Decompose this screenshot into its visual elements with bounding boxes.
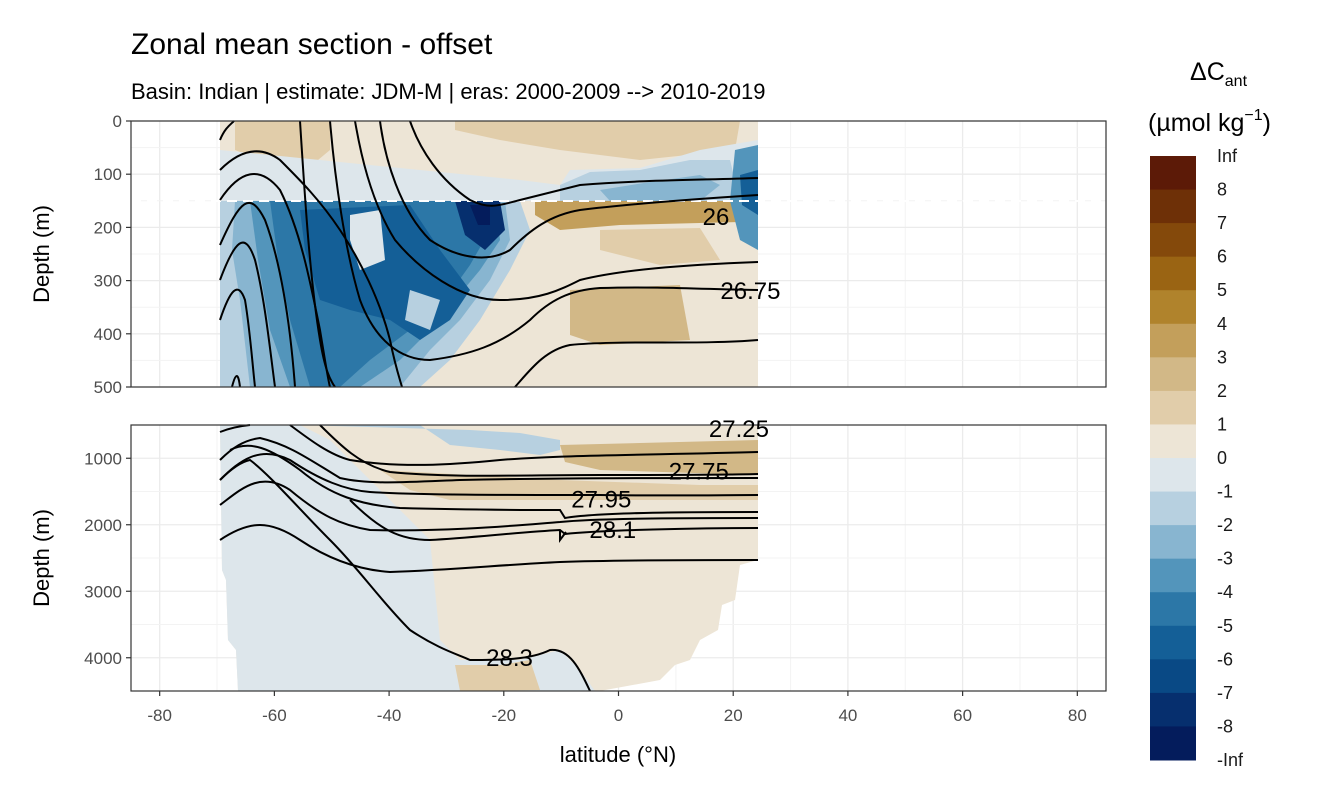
legend-swatch (1150, 659, 1196, 694)
legend-label: 5 (1217, 280, 1227, 300)
x-tick-label: 60 (953, 706, 972, 725)
legend-title: ΔCant (1190, 58, 1248, 90)
y-tick-label: 2000 (84, 516, 122, 535)
legend: ΔCant (µmol kg−1) Inf 8 7 6 5 4 3 2 1 0 -1 -2 -3 -4 -5… (1148, 58, 1271, 770)
legend-swatch (1150, 592, 1196, 627)
legend-label: -2 (1217, 515, 1233, 535)
legend-swatch (1150, 357, 1196, 392)
upper-isopycnals (219, 120, 759, 388)
legend-swatch (1150, 223, 1196, 258)
isopycnal-label: 26.75 (720, 278, 780, 305)
isopycnal-label: 27.95 (571, 486, 631, 513)
legend-swatch (1150, 189, 1196, 224)
legend-swatch (1150, 256, 1196, 291)
legend-label: -4 (1217, 582, 1233, 602)
x-tick-label: -20 (492, 706, 517, 725)
y-tick-label: 200 (94, 218, 122, 237)
legend-label: 6 (1217, 247, 1227, 267)
legend-swatch (1150, 156, 1196, 191)
isopycnal-label: 27.75 (669, 459, 729, 486)
y-axis-title-upper: Depth (m) (29, 205, 54, 303)
x-tick-label: -80 (147, 706, 172, 725)
legend-label: 7 (1217, 213, 1227, 233)
legend-label: 0 (1217, 448, 1227, 468)
lower-panel (130, 424, 1107, 692)
legend-swatch (1150, 458, 1196, 493)
isopycnal-label: 28.1 (589, 517, 636, 544)
legend-label: -1 (1217, 482, 1233, 502)
legend-swatch (1150, 625, 1196, 660)
x-tick-label: 40 (838, 706, 857, 725)
isopycnal-label: 27.25 (709, 416, 769, 443)
legend-swatch (1150, 525, 1196, 560)
y-tick-label: 300 (94, 272, 122, 291)
y-tick-label: 3000 (84, 582, 122, 601)
isopycnal-label: 28.3 (486, 645, 533, 672)
isopycnal-label: 26 (703, 204, 730, 231)
legend-label: 3 (1217, 347, 1227, 367)
legend-swatch (1150, 491, 1196, 526)
chart-subtitle: Basin: Indian | estimate: JDM-M | eras: … (131, 79, 765, 104)
legend-swatch (1150, 726, 1196, 761)
lower-field (220, 425, 758, 691)
y-tick-label: 500 (94, 378, 122, 397)
legend-swatch (1150, 390, 1196, 425)
legend-swatch (1150, 692, 1196, 727)
y-tick-label: 400 (94, 325, 122, 344)
legend-label: -5 (1217, 616, 1233, 636)
legend-label: 2 (1217, 381, 1227, 401)
legend-label: -Inf (1217, 750, 1244, 770)
upper-panel (130, 120, 1107, 388)
y-tick-label: 1000 (84, 449, 122, 468)
legend-swatch (1150, 424, 1196, 459)
legend-label: 4 (1217, 314, 1227, 334)
legend-labels: Inf 8 7 6 5 4 3 2 1 0 -1 -2 -3 -4 -5 -6 -7 -8 -Inf (1217, 146, 1244, 770)
y-axis-title-lower: Depth (m) (29, 509, 54, 607)
legend-label: -3 (1217, 549, 1233, 569)
y-tick-label: 100 (94, 165, 122, 184)
legend-label: -7 (1217, 683, 1233, 703)
x-tick-label: -40 (377, 706, 402, 725)
legend-label: -8 (1217, 716, 1233, 736)
legend-colorbar (1150, 156, 1196, 761)
x-tick-label: 80 (1068, 706, 1087, 725)
legend-swatch (1150, 323, 1196, 358)
lower-isopycnals (219, 424, 759, 692)
x-tick-label: 0 (614, 706, 623, 725)
legend-swatch (1150, 558, 1196, 593)
isopycnal-labels: 26 26.75 27.25 27.75 27.95 28.1 28.3 (486, 204, 780, 672)
legend-label: Inf (1217, 146, 1238, 166)
x-tick-label: -60 (262, 706, 287, 725)
legend-label: 8 (1217, 180, 1227, 200)
legend-label: 1 (1217, 414, 1227, 434)
legend-unit: (µmol kg−1) (1148, 107, 1271, 137)
legend-swatch (1150, 290, 1196, 325)
y-tick-label: 0 (113, 112, 122, 131)
chart-title: Zonal mean section - offset (131, 28, 493, 61)
x-tick-label: 20 (724, 706, 743, 725)
x-axis-title: latitude (°N) (560, 742, 676, 767)
y-tick-label: 4000 (84, 649, 122, 668)
legend-label: -6 (1217, 649, 1233, 669)
